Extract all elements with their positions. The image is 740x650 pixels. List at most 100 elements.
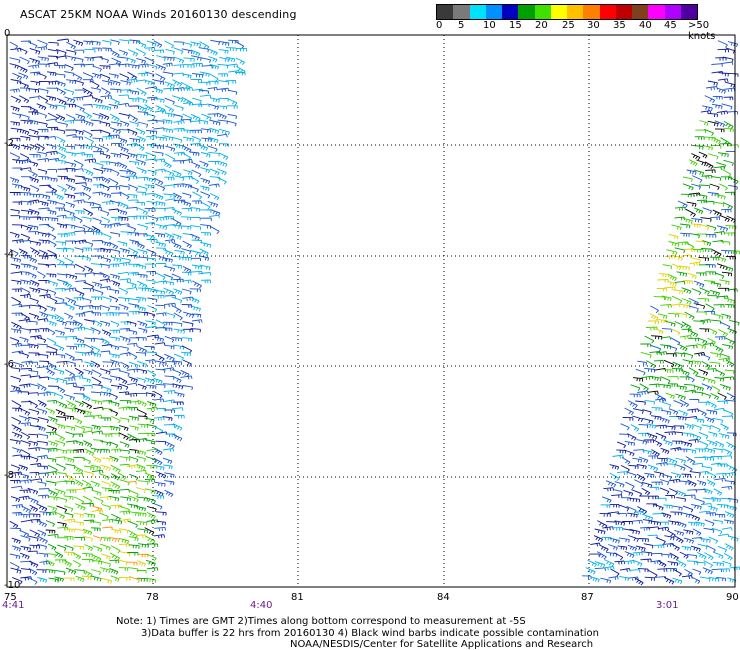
wind-barb xyxy=(126,561,138,566)
wind-barb xyxy=(74,89,85,93)
wind-barb xyxy=(683,463,693,472)
wind-barb xyxy=(717,463,728,467)
wind-barb xyxy=(10,79,22,85)
wind-barb xyxy=(632,408,644,414)
wind-barb xyxy=(655,461,668,467)
wind-barb xyxy=(66,489,77,494)
wind-barb xyxy=(55,409,66,417)
wind-barb xyxy=(661,409,672,416)
wind-barb xyxy=(658,273,670,278)
wind-barb xyxy=(172,278,184,283)
wind-barb xyxy=(653,296,666,301)
legend-label-1: 5 xyxy=(458,20,465,31)
wind-barb xyxy=(93,167,104,175)
wind-barb xyxy=(10,257,22,263)
wind-barb xyxy=(126,480,137,485)
wind-barb xyxy=(181,337,193,342)
wind-barb xyxy=(74,528,86,535)
wind-barb xyxy=(102,296,112,303)
wind-barb xyxy=(27,264,38,271)
wind-barb xyxy=(27,320,38,325)
wind-barb xyxy=(11,296,22,306)
wind-barb xyxy=(691,360,702,365)
wind-barb xyxy=(109,305,120,311)
wind-barb xyxy=(101,200,114,206)
wind-barb xyxy=(118,287,129,295)
wind-barb xyxy=(181,48,193,55)
wind-barb xyxy=(110,545,121,554)
wind-barb xyxy=(11,400,22,409)
wind-barb xyxy=(19,552,30,560)
wind-barb xyxy=(692,175,703,183)
wind-barb xyxy=(685,456,696,465)
wind-barb xyxy=(632,415,644,423)
wind-barb xyxy=(108,103,119,110)
wind-barb xyxy=(695,448,706,453)
wind-barb xyxy=(10,328,22,334)
wind-barb xyxy=(623,560,635,565)
wind-barb xyxy=(56,377,68,384)
wind-barb xyxy=(715,369,726,377)
wind-barb xyxy=(723,56,734,63)
wind-barb xyxy=(711,497,721,503)
wind-barb xyxy=(90,40,101,46)
wind-barb xyxy=(659,416,670,424)
wind-barb xyxy=(84,231,94,235)
wind-barb xyxy=(228,39,239,44)
wind-barb xyxy=(39,511,51,516)
wind-barb xyxy=(37,46,48,51)
wind-barb xyxy=(145,151,157,159)
wind-barb xyxy=(36,143,45,151)
wind-barb xyxy=(119,257,131,263)
wind-barb xyxy=(182,73,192,79)
wind-barb xyxy=(712,519,723,525)
wind-barb xyxy=(692,568,702,576)
wind-barb xyxy=(136,377,146,384)
wind-barb xyxy=(73,296,84,301)
wind-barb xyxy=(65,528,76,533)
wind-barb xyxy=(82,528,93,536)
wind-barb xyxy=(635,368,646,376)
wind-barb xyxy=(162,416,173,422)
wind-barb xyxy=(720,208,732,213)
wind-barb xyxy=(74,496,85,505)
wind-barb xyxy=(182,129,194,134)
wind-barb xyxy=(705,169,716,173)
wind-barb xyxy=(110,168,120,176)
wind-barb xyxy=(636,464,647,470)
wind-barb xyxy=(57,38,70,43)
wind-barb xyxy=(91,369,102,378)
wind-barb xyxy=(680,512,691,518)
wind-barb xyxy=(63,247,74,253)
wind-barb xyxy=(36,569,47,573)
wind-barb xyxy=(64,209,75,217)
wind-barb xyxy=(66,41,76,50)
wind-barb xyxy=(200,217,212,222)
wind-barb xyxy=(126,168,137,177)
wind-barb xyxy=(697,337,708,345)
wind-barb xyxy=(182,87,193,92)
wind-barb xyxy=(703,342,715,347)
wind-barb xyxy=(189,151,200,157)
wind-barb xyxy=(199,264,211,271)
wind-barb xyxy=(629,393,641,398)
wind-barb xyxy=(682,183,694,191)
wind-barb xyxy=(146,511,156,520)
wind-barb xyxy=(656,351,668,356)
wind-barb xyxy=(668,408,679,416)
wind-barb xyxy=(101,337,110,346)
lon-tick-87: 87 xyxy=(581,592,594,603)
wind-barb xyxy=(11,504,24,509)
wind-barb xyxy=(590,576,600,583)
wind-barb xyxy=(74,479,84,487)
wind-barb xyxy=(646,432,658,440)
wind-barb xyxy=(138,543,149,548)
wind-barb xyxy=(37,399,47,408)
wind-barb xyxy=(72,136,83,141)
wind-barb xyxy=(136,368,148,375)
wind-barb xyxy=(74,119,86,124)
wind-barb xyxy=(692,528,702,536)
wind-barb xyxy=(11,431,23,439)
wind-barb xyxy=(137,105,147,113)
wind-barb xyxy=(181,200,192,207)
